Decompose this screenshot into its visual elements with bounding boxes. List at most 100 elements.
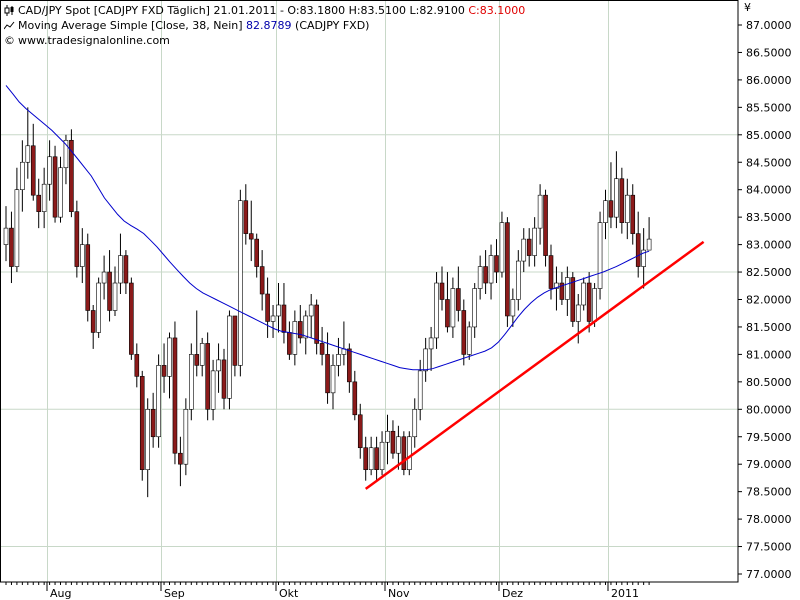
candle-body-up: [276, 304, 281, 317]
y-axis-tick-label: 81.5000: [746, 321, 792, 334]
candle-body-up: [603, 200, 608, 223]
candle-body-up: [575, 304, 581, 322]
y-axis-tick-label: 86.0000: [746, 74, 792, 87]
candle-body-down: [374, 447, 379, 470]
candle-body-up: [47, 156, 52, 185]
candle-body-up: [58, 167, 63, 218]
candle-body-down: [548, 255, 554, 289]
candle-body-up: [537, 194, 543, 229]
y-axis-tick-label: 80.5000: [746, 376, 792, 389]
candle-body-up: [428, 337, 434, 350]
candle-body-down: [630, 194, 636, 234]
candle-body-down: [505, 222, 510, 317]
candle-body-down: [325, 354, 330, 394]
candle-body-up: [532, 227, 537, 256]
copyright-icon: ©: [4, 34, 15, 47]
candle-body-up: [510, 299, 516, 317]
y-axis-tick-label: 82.0000: [746, 294, 792, 307]
candle-body-down: [619, 178, 625, 223]
y-axis-tick-label: 84.5000: [746, 156, 792, 169]
y-axis-tick-label: 83.0000: [746, 239, 792, 252]
y-axis-tick-label: 78.5000: [746, 486, 792, 499]
candle-body-down: [352, 381, 358, 416]
candle-body-down: [401, 436, 407, 470]
y-axis-tick-label: 84.0000: [746, 184, 792, 197]
candle-body-down: [139, 376, 145, 470]
candle-body-up: [145, 408, 150, 470]
candle-body-down: [543, 194, 548, 256]
candle-body-down: [390, 430, 396, 454]
y-axis-tick-label: 87.0000: [746, 19, 792, 32]
candle-body-down: [445, 299, 450, 328]
candle-body-up: [499, 222, 505, 273]
candle-body-down: [297, 321, 303, 339]
candle-body-up: [96, 282, 101, 333]
candle-body-down: [123, 255, 129, 284]
candle-body-up: [368, 447, 374, 470]
candle-body-up: [112, 282, 118, 311]
line-series-icon: [4, 21, 15, 30]
legend-website: www.tradesignalonline.com: [18, 34, 170, 47]
y-axis-tick-label: 82.5000: [746, 266, 792, 279]
candle-body-up: [189, 354, 194, 410]
candle-body-up: [20, 161, 25, 191]
candle-body-up: [210, 370, 216, 410]
candle-body-up: [292, 321, 298, 355]
candle-body-down: [483, 266, 488, 284]
candle-body-up: [624, 194, 630, 223]
x-axis-month-label: Aug: [50, 587, 71, 600]
candle-body-up: [406, 436, 412, 470]
candle-body-up: [488, 255, 494, 284]
legend-close-value: C:83.1000: [468, 4, 526, 17]
candle-body-up: [101, 271, 107, 284]
legend-ma-line: Moving Average Simple [Close, 38, Nein] …: [4, 18, 525, 33]
candle-body-down: [259, 266, 265, 295]
candle-body-up: [80, 244, 85, 267]
candle-body-down: [357, 414, 363, 449]
y-axis-tick-label: 77.0000: [746, 568, 792, 581]
candle-body-up: [227, 315, 232, 399]
candle-body-down: [90, 310, 96, 333]
x-axis-month-label: Okt: [279, 587, 299, 600]
candle-body-up: [423, 348, 428, 372]
candle-body-down: [314, 304, 319, 344]
candle-body-up: [336, 354, 341, 366]
legend-price-line: CAD/JPY Spot [CADJPY FXD Täglich] 21.01.…: [4, 3, 525, 18]
y-axis-tick-label: 78.0000: [746, 513, 792, 526]
candle-body-up: [25, 145, 31, 163]
y-axis-tick-label: 86.5000: [746, 46, 792, 59]
y-axis-tick-label: 79.5000: [746, 431, 792, 444]
candle-body-down: [232, 315, 238, 366]
candle-body-up: [379, 441, 385, 470]
candle-body-up: [641, 249, 646, 267]
candle-body-down: [52, 156, 58, 218]
chart-legend: CAD/JPY Spot [CADJPY FXD Täglich] 21.01.…: [4, 3, 525, 48]
candle-body-down: [347, 348, 352, 383]
candle-body-up: [477, 266, 483, 289]
y-axis-tick-label: 83.5000: [746, 211, 792, 224]
candle-body-down: [439, 282, 445, 300]
candle-body-up: [303, 315, 309, 339]
candle-body-down: [36, 194, 42, 212]
candle-body-down: [526, 238, 532, 256]
candle-body-down: [172, 337, 178, 454]
y-axis-tick-label: 85.0000: [746, 129, 792, 142]
candle-body-down: [586, 282, 592, 322]
y-axis-tick-label: 85.5000: [746, 101, 792, 114]
candle-body-down: [319, 343, 325, 355]
candle-body-up: [385, 430, 390, 443]
x-axis-month-label: Sep: [164, 587, 185, 600]
candle-body-up: [412, 408, 418, 438]
candle-body-up: [14, 189, 20, 267]
y-axis-tick-label: 77.5000: [746, 541, 792, 554]
candle-body-down: [194, 354, 200, 366]
candle-body-down: [221, 359, 227, 399]
candle-body-up: [308, 304, 314, 317]
y-axis-tick-label: 80.0000: [746, 403, 792, 416]
candle-body-up: [118, 255, 123, 284]
candle-body-up: [592, 288, 597, 322]
candle-body-up: [183, 408, 189, 465]
candle-body-up: [156, 365, 161, 438]
